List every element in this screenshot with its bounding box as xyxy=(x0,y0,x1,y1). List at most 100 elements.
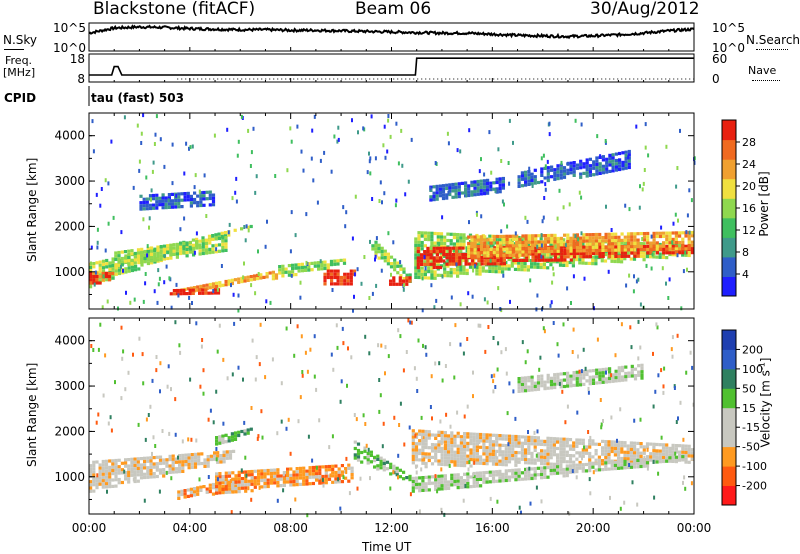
data-cell xyxy=(297,269,301,273)
data-cell xyxy=(608,169,612,173)
scatter-cell xyxy=(404,192,407,197)
data-cell xyxy=(111,260,115,264)
data-cell xyxy=(414,458,419,462)
scatter-cell xyxy=(623,500,626,505)
data-cell xyxy=(553,237,557,241)
data-cell xyxy=(427,475,431,479)
scatter-cell xyxy=(374,254,377,259)
data-cell xyxy=(192,253,196,257)
data-cell xyxy=(165,458,169,462)
data-cell xyxy=(234,490,238,494)
data-cell xyxy=(518,240,522,245)
data-cell xyxy=(540,442,544,446)
data-cell xyxy=(460,181,464,185)
data-cell xyxy=(568,444,573,448)
data-cell xyxy=(95,261,99,265)
scatter-cell xyxy=(133,297,136,302)
data-cell xyxy=(279,474,283,478)
data-cell xyxy=(486,238,490,242)
data-cell xyxy=(98,476,102,480)
data-cell xyxy=(543,237,547,241)
scatter-cell xyxy=(364,422,367,426)
scatter-cell xyxy=(463,414,466,419)
data-cell xyxy=(488,470,492,474)
data-cell xyxy=(456,431,460,435)
scatter-cell xyxy=(318,418,321,423)
data-cell xyxy=(266,478,270,482)
data-cell xyxy=(649,255,653,259)
y-tick-label: 4000 xyxy=(54,129,85,143)
data-cell xyxy=(576,251,580,256)
data-cell xyxy=(575,249,579,253)
data-cell xyxy=(504,264,508,268)
data-cell xyxy=(443,261,447,265)
data-cell xyxy=(423,276,427,280)
scatter-cell xyxy=(226,376,229,381)
data-cell xyxy=(565,467,569,471)
data-cell xyxy=(597,465,601,469)
data-cell xyxy=(472,448,476,452)
data-cell xyxy=(95,476,99,480)
data-cell xyxy=(363,456,367,460)
data-cell xyxy=(438,190,442,195)
data-cell xyxy=(476,244,480,249)
data-cell xyxy=(320,264,324,268)
data-cell xyxy=(579,249,583,253)
data-cell xyxy=(223,234,228,238)
data-cell xyxy=(591,442,595,446)
data-cell xyxy=(629,460,633,464)
data-cell xyxy=(598,232,602,237)
data-cell xyxy=(540,374,544,378)
data-cell xyxy=(133,470,137,474)
scatter-cell xyxy=(336,139,339,144)
data-cell xyxy=(517,236,521,240)
data-cell xyxy=(424,445,428,450)
data-cell xyxy=(221,487,225,491)
data-cell xyxy=(286,467,290,471)
data-cell xyxy=(575,451,579,455)
scatter-cell xyxy=(512,389,515,394)
scatter-cell xyxy=(472,394,474,399)
data-cell xyxy=(550,240,554,244)
data-cell xyxy=(98,273,102,277)
data-cell xyxy=(668,231,672,235)
data-cell xyxy=(459,239,463,243)
data-cell xyxy=(540,180,544,184)
scatter-cell xyxy=(395,198,398,203)
scatter-cell xyxy=(627,155,630,160)
data-cell xyxy=(504,456,508,460)
power-colorbar-swatch xyxy=(722,120,736,141)
data-cell xyxy=(585,164,589,168)
data-cell xyxy=(456,274,460,278)
data-cell xyxy=(633,235,637,239)
data-cell xyxy=(343,282,347,286)
scatter-cell xyxy=(438,361,441,366)
data-band xyxy=(411,455,694,493)
data-cell xyxy=(637,370,641,374)
scatter-cell xyxy=(147,413,150,417)
data-cell xyxy=(98,260,102,264)
data-cell xyxy=(114,462,118,466)
data-cell xyxy=(240,429,244,434)
data-cell xyxy=(418,451,422,456)
scatter-cell xyxy=(216,287,219,292)
data-cell xyxy=(421,439,425,443)
data-cell xyxy=(623,241,627,245)
scatter-cell xyxy=(486,300,489,305)
data-cell xyxy=(566,246,570,250)
data-cell xyxy=(492,251,496,255)
data-cell xyxy=(537,252,541,256)
scatter-cell xyxy=(360,281,363,286)
data-cell xyxy=(636,465,640,469)
data-cell xyxy=(458,246,462,250)
data-cell xyxy=(588,382,592,386)
data-cell xyxy=(668,446,672,450)
data-cell xyxy=(527,170,531,174)
data-cell xyxy=(462,271,466,275)
data-cell xyxy=(546,253,550,257)
data-cell xyxy=(379,459,383,463)
data-cell xyxy=(333,259,337,263)
data-cell xyxy=(690,451,694,455)
data-cell xyxy=(101,463,105,467)
scatter-cell xyxy=(524,215,527,220)
